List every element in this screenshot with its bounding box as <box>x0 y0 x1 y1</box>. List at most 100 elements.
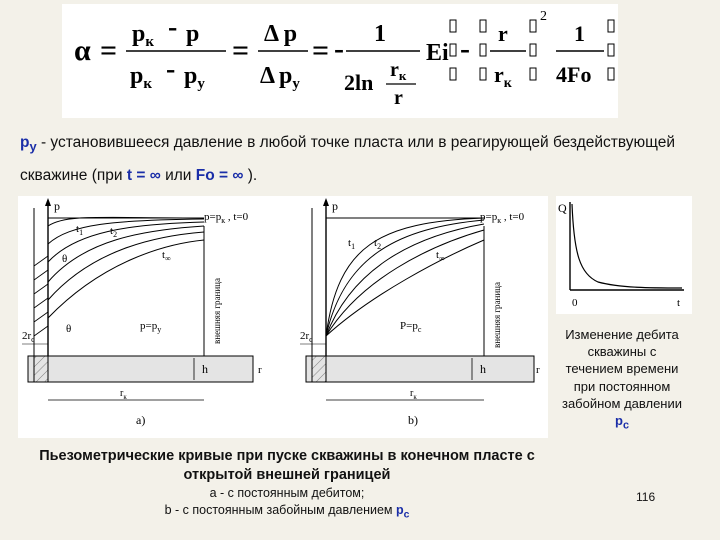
formula-num5-one: 1 <box>574 21 585 46</box>
formula-br-3 <box>479 67 487 81</box>
panel-b: p p=pк , t=0 внешняя граница t1 t2 t∞ P=… <box>300 198 540 427</box>
panel-b-curve-2 <box>325 219 485 337</box>
formula-den5-4fo: 4Fo <box>556 62 591 87</box>
formula-paren-l3 <box>449 67 457 81</box>
panel-b-curve-1 <box>325 217 485 337</box>
formula-sup-2: 2 <box>540 9 547 24</box>
panel-b-p-arrow <box>323 198 329 206</box>
formula-den3-r: r <box>394 87 403 109</box>
panel-a-2rc: 2rс <box>22 330 35 344</box>
panel-a-theta-1: θ <box>62 253 67 265</box>
q-caption-symbol: pс <box>615 413 629 432</box>
panel-b-formation <box>305 355 535 383</box>
panel-a-curve-2 <box>47 218 205 245</box>
panel-a-r: r <box>258 364 262 376</box>
panel-a-well <box>33 355 49 383</box>
formula-num3-one: 1 <box>374 21 386 47</box>
formula-alpha: α <box>74 34 91 67</box>
panel-a-hatch-1 <box>33 255 49 267</box>
panel-b-top-label: p=pк , t=0 <box>480 211 525 225</box>
formula-paren-r3 <box>607 67 615 81</box>
desc-text-2: или <box>160 167 196 185</box>
formula-den4-rk: rк <box>494 62 513 91</box>
panel-a-boundary-label: внешняя граница <box>212 278 222 344</box>
panel-b-t1: t1 <box>348 237 355 251</box>
panel-a-formation <box>27 355 254 383</box>
formula-ei: Ei <box>426 40 449 66</box>
formula-paren-r1 <box>607 19 615 33</box>
panel-a-hatch-2 <box>33 269 49 281</box>
panel-a-hatch-4 <box>33 297 49 309</box>
formula-paren-l1 <box>449 19 457 33</box>
desc-t-inf: t = ∞ <box>126 167 161 185</box>
panel-a-h: h <box>202 362 208 376</box>
formula-num1-p: p <box>186 21 199 47</box>
formula-paren-l2 <box>449 43 457 57</box>
panel-b-h: h <box>480 362 486 376</box>
formula-num1-minus: - <box>168 12 177 43</box>
formula-eq-2: = <box>232 34 249 67</box>
panel-a-theta-2: θ <box>66 323 71 335</box>
formula-num1-pk: pк <box>132 21 154 50</box>
panel-b-rk: rк <box>410 388 417 401</box>
panel-a-hatch-5 <box>33 311 49 323</box>
panel-a-curve-4 <box>47 225 205 283</box>
panel-b-boundary-label: внешняя граница <box>492 282 502 348</box>
panel-b-tinf: t∞ <box>436 249 445 263</box>
panel-a: p p=pк , t=0 внешняя граница t1 t2 t∞ θ … <box>22 198 262 427</box>
panel-a-p-label: p <box>54 199 60 213</box>
formula-br-4 <box>529 19 537 33</box>
desc-text-3: ). <box>243 167 258 185</box>
panel-a-curve-3 <box>47 221 205 263</box>
panel-a-top-label: p=pк , t=0 <box>204 211 249 225</box>
formula-br-6 <box>529 67 537 81</box>
panel-a-p-arrow <box>45 198 51 206</box>
formula-den3-2ln: 2ln <box>344 70 373 95</box>
formula-minus-2: - <box>460 32 470 65</box>
panel-a-label: a) <box>136 413 145 427</box>
q-chart-xlabel: t <box>677 297 680 309</box>
panel-b-label: b) <box>408 413 418 427</box>
panel-b-p-label: p <box>332 199 338 213</box>
formula-paren-r2 <box>607 43 615 57</box>
panel-b-2rc: 2rс <box>300 330 313 344</box>
panel-a-curve-5 <box>47 231 205 301</box>
formula-br-5 <box>529 43 537 57</box>
formula-num2-dp: Δ p <box>264 21 297 47</box>
q-chart-graphic: Q 0 t <box>558 201 684 309</box>
formula-br-2 <box>479 43 487 57</box>
panel-a-curve-1 <box>47 216 205 227</box>
q-caption-text: Изменение дебита скважины с течением вре… <box>561 327 683 411</box>
description: pу - установившееся давление в любой точ… <box>20 128 710 190</box>
panel-a-curve-6 <box>47 239 205 319</box>
figure-caption: Пьезометрические кривые при пуске скважи… <box>24 447 550 524</box>
desc-text-1: - установившееся давление в любой точке … <box>20 134 675 185</box>
panel-b-curve-3 <box>325 223 485 337</box>
panel-a-p-py: p=pу <box>140 320 161 334</box>
panel-a-rk: rк <box>120 388 127 401</box>
formula-num4-r: r <box>498 21 508 46</box>
panel-b-well <box>311 355 327 383</box>
desc-symbol: pу <box>20 134 37 155</box>
q-chart: Q 0 t <box>556 196 692 314</box>
panel-b-curve-5 <box>325 239 485 337</box>
formula-den1-pk: pк <box>130 63 152 92</box>
panel-a-t2: t2 <box>110 225 117 239</box>
formula-eq-3: = <box>312 34 329 67</box>
panel-b-p-pc: P=pс <box>400 320 422 334</box>
formula-den3-rk: rк <box>390 59 407 83</box>
panel-a-tinf: t∞ <box>162 249 171 263</box>
q-chart-origin: 0 <box>572 297 578 309</box>
formula-minus: - <box>334 32 344 65</box>
formula-eq-1: = <box>100 34 117 67</box>
formula-br-1 <box>479 19 487 33</box>
desc-fo-inf: Fo = ∞ <box>195 167 244 185</box>
panel-a-hatch-6 <box>33 325 49 337</box>
q-chart-curve <box>571 203 683 289</box>
caption-title: Пьезометрические кривые при пуске скважи… <box>39 448 535 483</box>
q-chart-caption: Изменение дебита скважины с течением вре… <box>560 326 684 435</box>
formula-den1-py: pу <box>184 63 205 92</box>
